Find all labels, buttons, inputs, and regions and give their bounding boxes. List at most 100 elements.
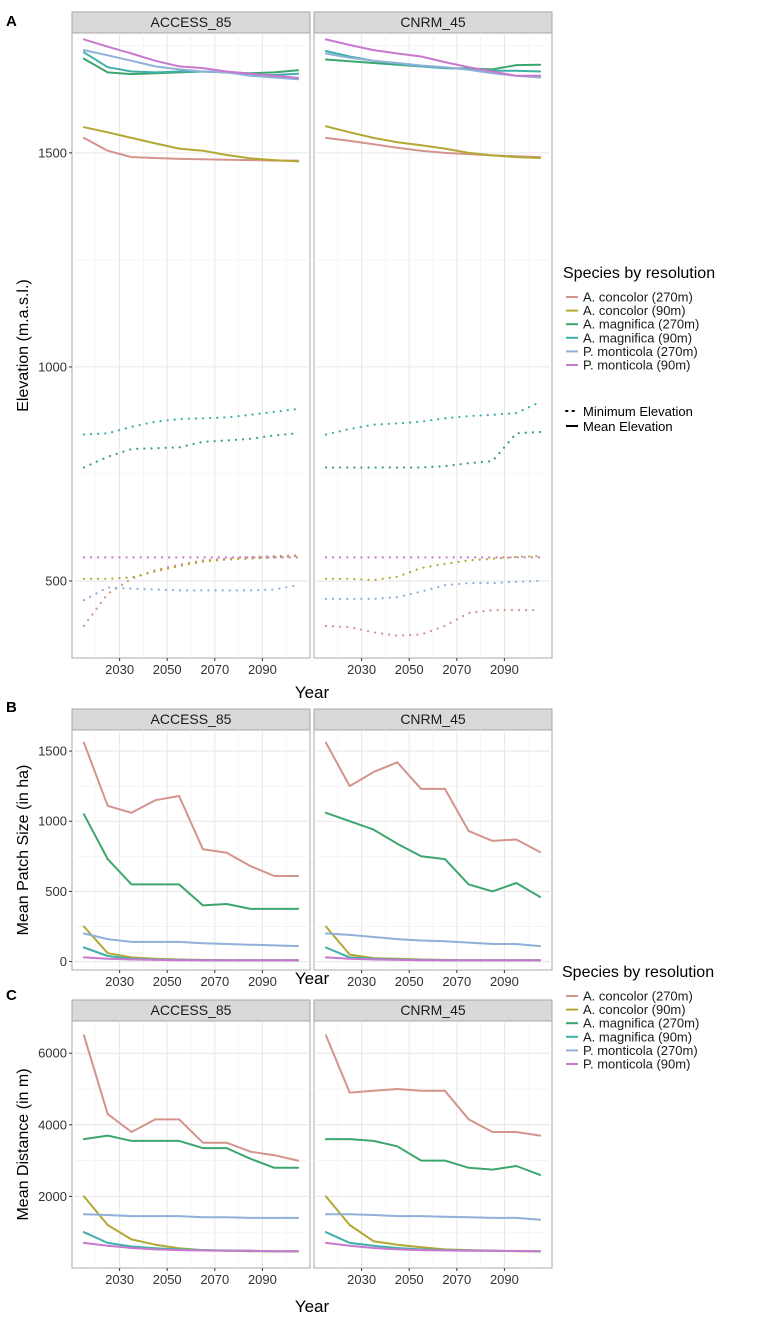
x-tick-label: 2050 — [153, 1272, 182, 1287]
x-tick-label: 2050 — [153, 974, 182, 989]
series-line-p-monticola-270m — [324, 1213, 542, 1221]
x-tick-label: 2070 — [200, 1272, 229, 1287]
legend-bc-entry-a-magnifica-270m: A. magnifica (270m) — [566, 1016, 699, 1031]
legend-bc-entry-a-concolor-90m: A. concolor (90m) — [566, 1002, 686, 1017]
series-line-a-concolor-270m — [82, 741, 300, 877]
y-tick-label: 1500 — [38, 145, 67, 160]
legend-min-elevation-label: Minimum Elevation — [583, 404, 693, 419]
x-tick-label: 2070 — [442, 662, 471, 677]
panel-b-facet-access-85: ACCESS_85 2030 2050 2070 2090 0 500 1000 1500 — [38, 708, 311, 989]
legend-a-entry-a-magnifica-270m: A. magnifica (270m) — [566, 317, 699, 332]
legend-a-entry-p-monticola-270m: P. monticola (270m) — [566, 344, 698, 359]
panel-c-x-axis-title: Year — [295, 1297, 330, 1316]
legend-label: A. concolor (270m) — [583, 989, 693, 1004]
legend-label: A. magnifica (90m) — [583, 330, 692, 345]
series-line-a-magnifica-90m-minimum — [324, 400, 542, 436]
series-line-a-concolor-90m-minimum — [82, 554, 300, 580]
series-line-p-monticola-270m — [324, 932, 542, 948]
panel-a-facet-cnrm-45: CNRM_45 2030 2050 2070 2090 — [313, 11, 553, 677]
y-tick-label: 1500 — [38, 744, 67, 759]
x-tick-label: 2050 — [395, 974, 424, 989]
series-line-a-magnifica-270m — [82, 813, 300, 910]
legend-a-entry-p-monticola-90m: P. monticola (90m) — [566, 358, 690, 373]
legend-label: P. monticola (270m) — [583, 344, 698, 359]
x-tick-label: 2090 — [490, 1272, 519, 1287]
panel-letter-c: C — [6, 987, 17, 1004]
facet-title: ACCESS_85 — [151, 14, 232, 30]
legend-label: A. concolor (90m) — [583, 303, 686, 318]
panel-letter-a: A — [6, 13, 17, 30]
legend-label: A. magnifica (270m) — [583, 317, 699, 332]
legend-label: A. concolor (90m) — [583, 1002, 686, 1017]
x-tick-label: 2070 — [200, 662, 229, 677]
legend-a: Species by resolution A. concolor (270m)… — [563, 265, 715, 434]
series-line-p-monticola-90m — [82, 956, 300, 962]
series-line-a-concolor-270m — [324, 1034, 542, 1137]
series-line-p-monticola-270m — [82, 1213, 300, 1219]
panel-letter-b: B — [6, 699, 17, 716]
facet-title: ACCESS_85 — [151, 1002, 232, 1018]
x-tick-label: 2030 — [347, 662, 376, 677]
facet-title: CNRM_45 — [400, 711, 466, 727]
series-line-p-monticola-90m — [324, 1241, 542, 1253]
x-tick-label: 2030 — [105, 1272, 134, 1287]
panel-c-facet-cnrm-45: CNRM_45 2030 2050 2070 2090 — [313, 999, 553, 1287]
series-line-p-monticola-90m — [324, 956, 542, 962]
panel-a: ACCESS_85 2030 2050 2070 2090 500 1000 1500 CNRM… — [15, 11, 553, 702]
facet-title: CNRM_45 — [400, 14, 466, 30]
panel-c: ACCESS_85 2030 2050 2070 2090 2000 4000 6000 CNR… — [15, 999, 553, 1316]
y-tick-label: 1000 — [38, 359, 67, 374]
x-tick-label: 2050 — [153, 662, 182, 677]
legend-mean-elevation-label: Mean Elevation — [583, 419, 673, 434]
legend-a-entry-a-concolor-90m: A. concolor (90m) — [566, 303, 686, 318]
legend-label: A. magnifica (270m) — [583, 1016, 699, 1031]
x-tick-label: 2070 — [442, 974, 471, 989]
panel-b: ACCESS_85 2030 2050 2070 2090 0 500 1000 1500 CNR… — [15, 708, 553, 989]
series-line-a-magnifica-270m-minimum — [324, 430, 542, 469]
series-line-p-monticola-270m — [82, 932, 300, 948]
facet-title: ACCESS_85 — [151, 711, 232, 727]
series-line-p-monticola-90m — [82, 38, 300, 79]
y-tick-label: 2000 — [38, 1189, 67, 1204]
x-tick-label: 2050 — [395, 662, 424, 677]
legend-a-linetype-min: Minimum Elevation — [565, 404, 693, 419]
panel-a-y-axis-title: Elevation (m.a.s.l.) — [15, 279, 32, 411]
legend-label: P. monticola (90m) — [583, 1057, 690, 1072]
legend-bc-entry-p-monticola-90m: P. monticola (90m) — [566, 1057, 690, 1072]
x-tick-label: 2090 — [248, 662, 277, 677]
legend-bc-entry-a-magnifica-90m: A. magnifica (90m) — [566, 1029, 692, 1044]
x-tick-label: 2050 — [395, 1272, 424, 1287]
series-line-a-concolor-270m — [324, 741, 542, 854]
x-tick-label: 2030 — [347, 1272, 376, 1287]
panel-c-y-axis-title: Mean Distance (in m) — [15, 1068, 32, 1220]
panels-group: ACCESS_85 2030 2050 2070 2090 500 1000 1500 CNRM… — [15, 11, 553, 1316]
panel-b-x-axis-title: Year — [295, 969, 330, 988]
series-line-a-magnifica-90m-minimum — [82, 407, 300, 436]
series-line-a-concolor-90m-minimum — [324, 554, 542, 582]
facet-title: CNRM_45 — [400, 1002, 466, 1018]
series-line-a-magnifica-270m — [324, 811, 542, 898]
x-tick-label: 2070 — [442, 1272, 471, 1287]
y-tick-label: 4000 — [38, 1117, 67, 1132]
panel-b-facet-cnrm-45: CNRM_45 2030 2050 2070 2090 — [313, 708, 553, 989]
series-line-a-concolor-90m — [82, 126, 300, 163]
x-tick-label: 2090 — [248, 1272, 277, 1287]
y-tick-label: 0 — [60, 954, 67, 969]
x-tick-label: 2030 — [105, 662, 134, 677]
x-tick-label: 2030 — [347, 974, 376, 989]
y-tick-label: 1000 — [38, 814, 67, 829]
x-tick-label: 2030 — [105, 974, 134, 989]
x-tick-label: 2090 — [248, 974, 277, 989]
y-tick-label: 500 — [45, 573, 67, 588]
x-tick-label: 2090 — [490, 974, 519, 989]
legend-bc: Species by resolution A. concolor (270m)… — [562, 964, 714, 1072]
legend-bc-entry-p-monticola-270m: P. monticola (270m) — [566, 1043, 698, 1058]
legend-bc-entry-a-concolor-270m: A. concolor (270m) — [566, 989, 693, 1004]
legend-a-entry-a-concolor-270m: A. concolor (270m) — [566, 290, 693, 305]
series-line-a-concolor-270m-minimum — [324, 608, 542, 637]
series-line-p-monticola-90m — [82, 1241, 300, 1253]
legend-label: A. concolor (270m) — [583, 290, 693, 305]
series-line-a-magnifica-270m — [82, 1134, 300, 1169]
